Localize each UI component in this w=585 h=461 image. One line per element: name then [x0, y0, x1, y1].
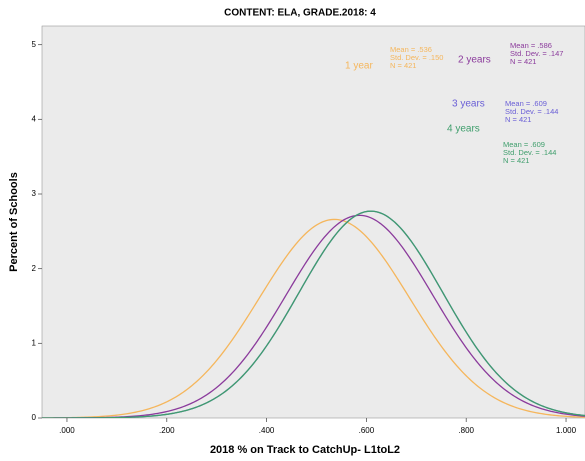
density-curve [42, 210, 585, 418]
stats-label: N = 421 [390, 61, 416, 70]
x-tick-label: .000 [59, 426, 75, 435]
stats-label: Std. Dev. = .144 [503, 148, 556, 157]
stats-label: Std. Dev. = .150 [390, 53, 443, 62]
legend-label: 1 year [345, 61, 373, 72]
x-tick-label: .200 [159, 426, 175, 435]
stats-label: N = 421 [505, 115, 531, 124]
y-tick-label: 0 [32, 413, 37, 422]
y-tick-label: 1 [32, 338, 37, 347]
x-tick-label: .600 [359, 426, 375, 435]
stats-label: Mean = .609 [505, 99, 547, 108]
legend-label: 2 years [458, 55, 491, 66]
curves [42, 210, 585, 418]
legend-label: 4 years [447, 124, 480, 135]
y-tick-label: 2 [32, 264, 37, 273]
density-curve [42, 218, 585, 418]
stats-label: Std. Dev. = .147 [510, 49, 563, 58]
stats-label: Std. Dev. = .144 [505, 107, 558, 116]
stats-label: Mean = .609 [503, 140, 545, 149]
y-tick-label: 3 [32, 189, 37, 198]
x-tick-label: 1.000 [556, 426, 577, 435]
stats-label: N = 421 [503, 156, 529, 165]
y-tick-label: 4 [32, 114, 37, 123]
stats-label: Mean = .536 [390, 45, 432, 54]
y-tick-label: 5 [32, 40, 37, 49]
x-tick-label: .400 [259, 426, 275, 435]
x-tick-label: .800 [458, 426, 474, 435]
stats-label: N = 421 [510, 57, 536, 66]
y-axis-label: Percent of Schools [8, 172, 20, 272]
stats-label: Mean = .586 [510, 41, 552, 50]
plot-area [41, 25, 585, 419]
chart-title: CONTENT: ELA, GRADE.2018: 4 [224, 8, 376, 19]
legend-label: 3 years [452, 99, 485, 110]
density-curve [42, 214, 585, 418]
x-axis-label: 2018 % on Track to CatchUp- L1toL2 [210, 444, 400, 456]
